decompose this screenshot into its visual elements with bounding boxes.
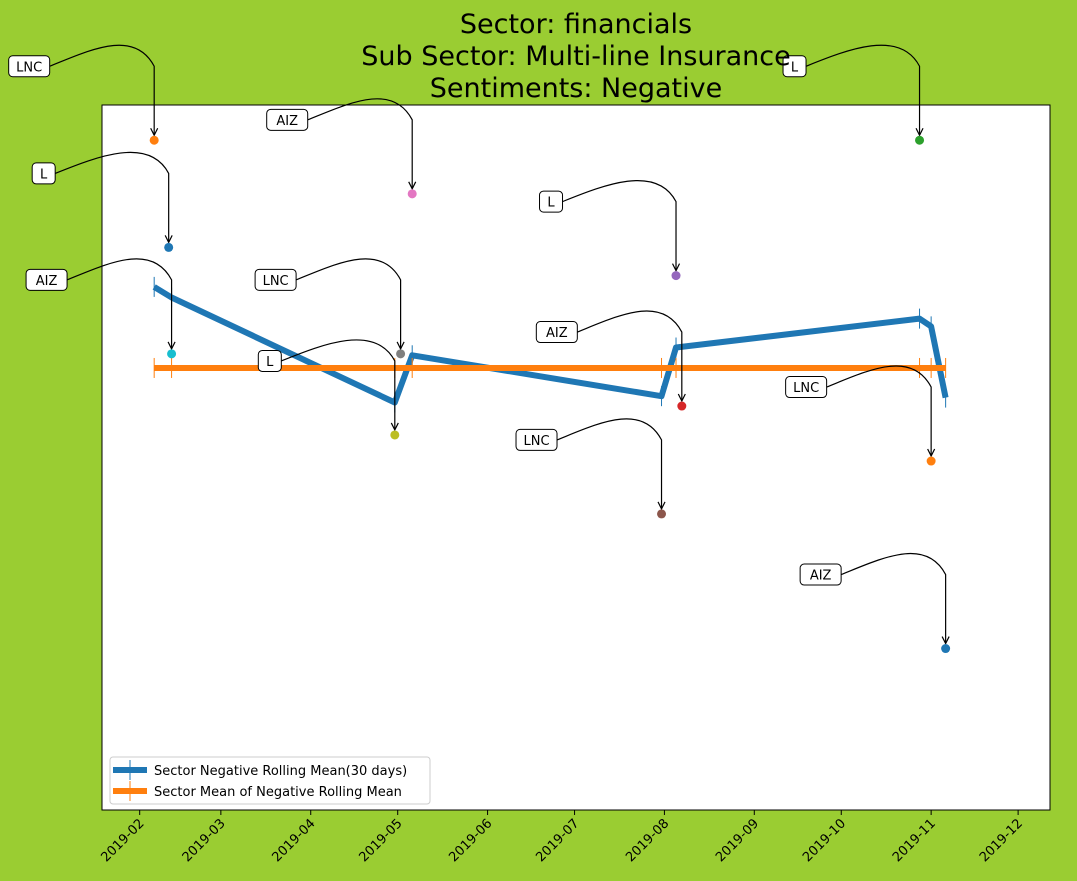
annotation-label-8: AIZ bbox=[546, 326, 568, 341]
annotation-arrow-2 bbox=[54, 151, 170, 242]
plot-area bbox=[101, 104, 1051, 811]
annotation-box-12 bbox=[799, 563, 842, 586]
annotation-box-9 bbox=[515, 428, 558, 451]
title-line-2: Sub Sector: Multi-line Insurance bbox=[361, 41, 791, 72]
annotation-box-3 bbox=[25, 268, 68, 291]
annotation-box-10 bbox=[782, 55, 807, 78]
annotation-label-9: LNC bbox=[523, 434, 549, 449]
annotation-arrow-8 bbox=[577, 310, 683, 401]
annotation-arrowhead-9 bbox=[657, 501, 666, 511]
series-layer bbox=[152, 276, 949, 413]
annotation-arrowhead-1 bbox=[150, 127, 159, 137]
annotation-point-3 bbox=[167, 349, 177, 359]
annotation-arrowhead-4 bbox=[408, 181, 417, 191]
annotation-point-5 bbox=[396, 349, 406, 359]
annotation-arrow-6 bbox=[281, 339, 396, 429]
annotation-label-5: LNC bbox=[263, 274, 289, 289]
annotation-label-7: L bbox=[547, 196, 555, 211]
annotation-arrow-1 bbox=[49, 44, 155, 135]
annotation-box-4 bbox=[266, 108, 309, 131]
annotation-arrowhead-7 bbox=[671, 263, 681, 272]
annotation-label-12: AIZ bbox=[810, 569, 832, 584]
annotation-arrow-11 bbox=[826, 365, 932, 456]
annotation-arrowhead-5 bbox=[396, 341, 405, 351]
annotation-label-1: LNC bbox=[16, 60, 42, 75]
title-line-3: Sentiments: Negative bbox=[430, 73, 722, 104]
annotation-point-12 bbox=[941, 644, 951, 654]
annotation-box-7 bbox=[539, 190, 564, 213]
annotations: LNC L AIZ AIZ LNC L L AIZ LNC L LNC AIZ bbox=[8, 44, 951, 654]
annotation-point-4 bbox=[407, 189, 417, 199]
annotation-point-6 bbox=[390, 430, 400, 440]
annotation-point-1 bbox=[149, 135, 159, 145]
annotation-box-11 bbox=[785, 376, 828, 399]
annotation-point-8 bbox=[677, 401, 687, 411]
annotation-arrowhead-2 bbox=[164, 235, 173, 244]
annotation-arrowhead-8 bbox=[677, 393, 686, 403]
annotation-point-2 bbox=[164, 242, 174, 252]
annotation-arrow-4 bbox=[307, 98, 413, 188]
annotation-arrow-3 bbox=[66, 258, 173, 348]
annotation-point-9 bbox=[657, 509, 667, 519]
annotation-box-2 bbox=[31, 162, 56, 185]
chart-title: Sector: financials Sub Sector: Multi-lin… bbox=[361, 9, 791, 104]
annotation-arrow-12 bbox=[840, 552, 947, 643]
annotation-arrow-5 bbox=[295, 258, 402, 348]
annotation-arrowhead-10 bbox=[915, 127, 924, 137]
legend-frame bbox=[109, 756, 431, 805]
annotation-label-10: L bbox=[791, 60, 799, 75]
annotation-arrowhead-6 bbox=[390, 422, 399, 432]
annotation-label-6: L bbox=[266, 355, 274, 370]
annotation-arrow-7 bbox=[562, 179, 677, 270]
title-line-1: Sector: financials bbox=[460, 9, 692, 40]
annotation-arrowhead-12 bbox=[941, 636, 950, 645]
annotation-box-6 bbox=[257, 349, 282, 372]
annotation-arrowhead-3 bbox=[167, 341, 176, 351]
annotation-label-3: AIZ bbox=[36, 274, 58, 289]
legend-label-rolling-mean: Sector Negative Rolling Mean(30 days) bbox=[154, 764, 407, 779]
annotation-point-10 bbox=[915, 135, 925, 145]
annotation-arrow-9 bbox=[556, 418, 663, 508]
legend: Sector Negative Rolling Mean(30 days) Se… bbox=[109, 756, 431, 805]
annotation-arrow-10 bbox=[805, 44, 921, 135]
annotation-label-11: LNC bbox=[793, 381, 819, 396]
annotation-box-8 bbox=[535, 321, 578, 344]
annotation-box-1 bbox=[8, 55, 51, 78]
annotation-point-11 bbox=[926, 456, 936, 466]
legend-label-sector-mean: Sector Mean of Negative Rolling Mean bbox=[154, 785, 402, 800]
annotation-box-5 bbox=[254, 268, 297, 291]
annotation-label-2: L bbox=[40, 167, 48, 182]
annotation-point-7 bbox=[671, 271, 681, 281]
annotation-arrowhead-11 bbox=[927, 448, 936, 458]
annotation-label-4: AIZ bbox=[276, 114, 298, 129]
